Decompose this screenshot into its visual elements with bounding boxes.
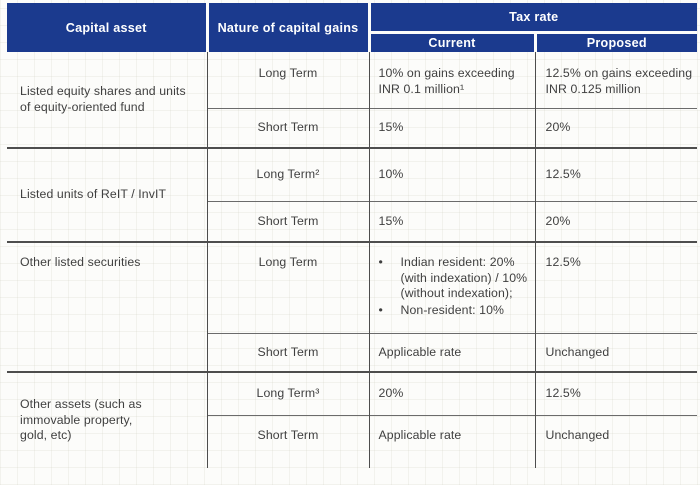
table-row-other-listed-short-term: Short Term Applicable rate Unchanged (7, 332, 697, 372)
nature-cell: Short Term (206, 107, 369, 148)
table-row-other-assets-short-term: Short Term Applicable rate Unchanged (7, 414, 697, 468)
header-nature-of-gains: Nature of capital gains (205, 3, 369, 52)
proposed-rate-cell: 12.5% on gains exceeding INR 0.125 milli… (534, 52, 697, 108)
bullet-text: Non-resident: 10% (400, 302, 505, 317)
bullet-item-indian-resident: • Indian resident: 20% (with indexation)… (379, 255, 531, 302)
asset-cell-equity-shares: Listed equity shares and units of equity… (20, 84, 186, 114)
bullet-text: Indian resident: 20% (with indexation) /… (400, 255, 528, 300)
nature-cell: Short Term (206, 200, 369, 242)
table-row-reit-short-term: Short Term 15% 20% (7, 200, 697, 242)
proposed-rate-cell: 12.5% (534, 371, 697, 415)
header-tax-rate: Tax rate (367, 3, 697, 32)
table-row-other-listed-long-term: Other listed securities Long Term • Indi… (7, 241, 697, 372)
table-row-equity-short-term: Short Term 15% 20% (7, 107, 697, 148)
proposed-rate-cell: 20% (534, 107, 697, 148)
table-row-reit-long-term: Listed units of ReIT / InvIT Long Term² … (7, 147, 697, 242)
proposed-rate-cell: 12.5% (534, 241, 697, 333)
capital-gains-tax-table: Capital asset Nature of capital gains Ta… (7, 3, 697, 468)
bullet-item-non-resident: • Non-resident: 10% (379, 303, 531, 319)
current-rate-cell: 15% (368, 200, 535, 242)
bullet-icon: • (378, 302, 383, 317)
nature-cell: Long Term (206, 241, 369, 333)
asset-cell-reit-invit: Listed units of ReIT / InvIT (7, 147, 207, 242)
proposed-rate-cell: 12.5% (534, 147, 697, 201)
current-rate-cell: 10% on gains exceeding INR 0.1 million¹ (368, 52, 535, 108)
header-capital-asset: Capital asset (7, 3, 207, 52)
proposed-rate-cell: 20% (534, 200, 697, 242)
table-row-equity-long-term: Listed equity shares and units of equity… (7, 52, 697, 114)
current-rate-cell: 20% (368, 371, 535, 415)
current-rate-cell: 10% (368, 147, 535, 201)
nature-cell: Long Term³ (206, 371, 369, 415)
nature-cell: Short Term (206, 414, 369, 468)
header-row-main: Capital asset Nature of capital gains Ta… (7, 3, 697, 52)
asset-cell-other-assets: Other assets (such as immovable property… (7, 371, 207, 468)
bullet-icon: • (378, 255, 383, 269)
current-rate-cell: 15% (368, 107, 535, 148)
asset-cell-other-listed-securities: Other listed securities (7, 241, 207, 372)
current-rate-cell: Applicable rate (368, 332, 535, 372)
proposed-rate-cell: Unchanged (534, 332, 697, 372)
nature-cell: Long Term² (206, 147, 369, 201)
nature-cell: Short Term (206, 332, 369, 372)
header-row-sub: Current Proposed (7, 30, 697, 52)
proposed-rate-cell: Unchanged (534, 414, 697, 468)
table-row-other-assets-long-term: Other assets (such as immovable property… (7, 371, 697, 468)
current-rate-cell: • Indian resident: 20% (with indexation)… (368, 241, 535, 333)
current-rate-cell: Applicable rate (368, 414, 535, 468)
header-proposed: Proposed (533, 30, 697, 52)
header-current: Current (367, 30, 535, 52)
nature-cell: Long Term (206, 52, 369, 108)
